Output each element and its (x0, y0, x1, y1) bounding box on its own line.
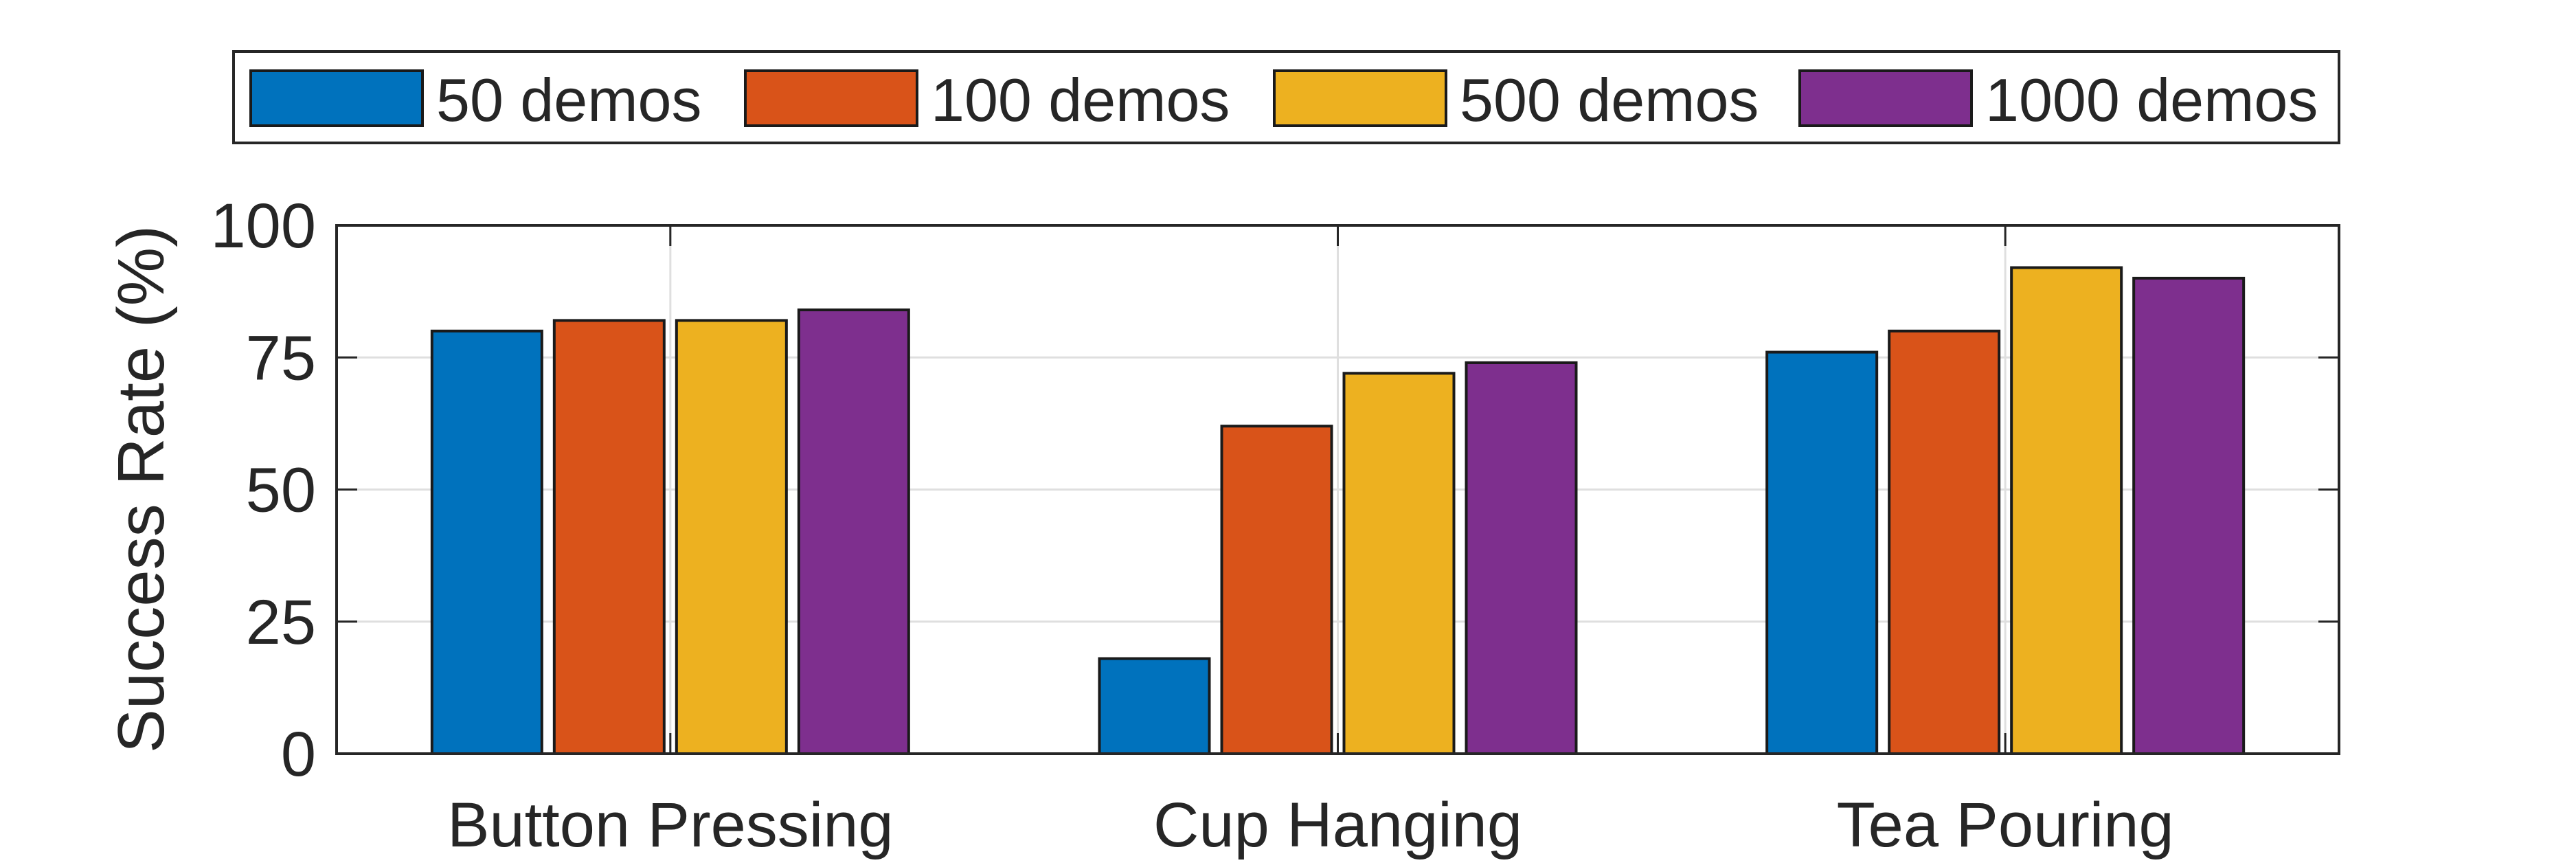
bar (2010, 266, 2123, 755)
y-tick-label: 0 (281, 719, 316, 789)
bar (430, 329, 543, 755)
grid (337, 225, 2339, 754)
legend-swatch (1273, 69, 1447, 127)
legend-label: 1000 demos (1985, 66, 2318, 134)
bar (1342, 372, 1456, 755)
bar (797, 308, 910, 756)
bar (675, 319, 788, 756)
bar (1465, 361, 1578, 755)
plot-frame (335, 224, 2340, 755)
bar (2132, 276, 2246, 755)
legend-swatch (1798, 69, 1973, 127)
y-tick-label: 100 (211, 191, 317, 261)
x-tick-label: Button Pressing (447, 790, 893, 860)
bar (1888, 329, 2001, 755)
x-tick-label: Cup Hanging (1153, 790, 1522, 860)
y-tick-label: 50 (246, 456, 316, 526)
legend-label: 100 demos (931, 66, 1230, 134)
legend-label: 50 demos (436, 66, 701, 134)
bar (1220, 425, 1333, 755)
y-axis-label: Success Rate (%) (104, 225, 178, 753)
bars (430, 266, 2246, 756)
legend-swatch (744, 69, 918, 127)
y-tick-label: 25 (246, 587, 316, 658)
legend: 50 demos 100 demos 500 demos 1000 demos (232, 50, 2340, 144)
x-tick-label: Tea Pouring (1837, 790, 2174, 860)
bar (1765, 350, 1879, 755)
bar (1098, 657, 1211, 756)
bar (552, 319, 666, 756)
y-tick-label: 75 (246, 323, 316, 393)
legend-swatch (249, 69, 424, 127)
legend-label: 500 demos (1460, 66, 1759, 134)
axes: 0 25 50 75 100 Button Pressing Cup Hanging Tea … (211, 191, 2340, 860)
